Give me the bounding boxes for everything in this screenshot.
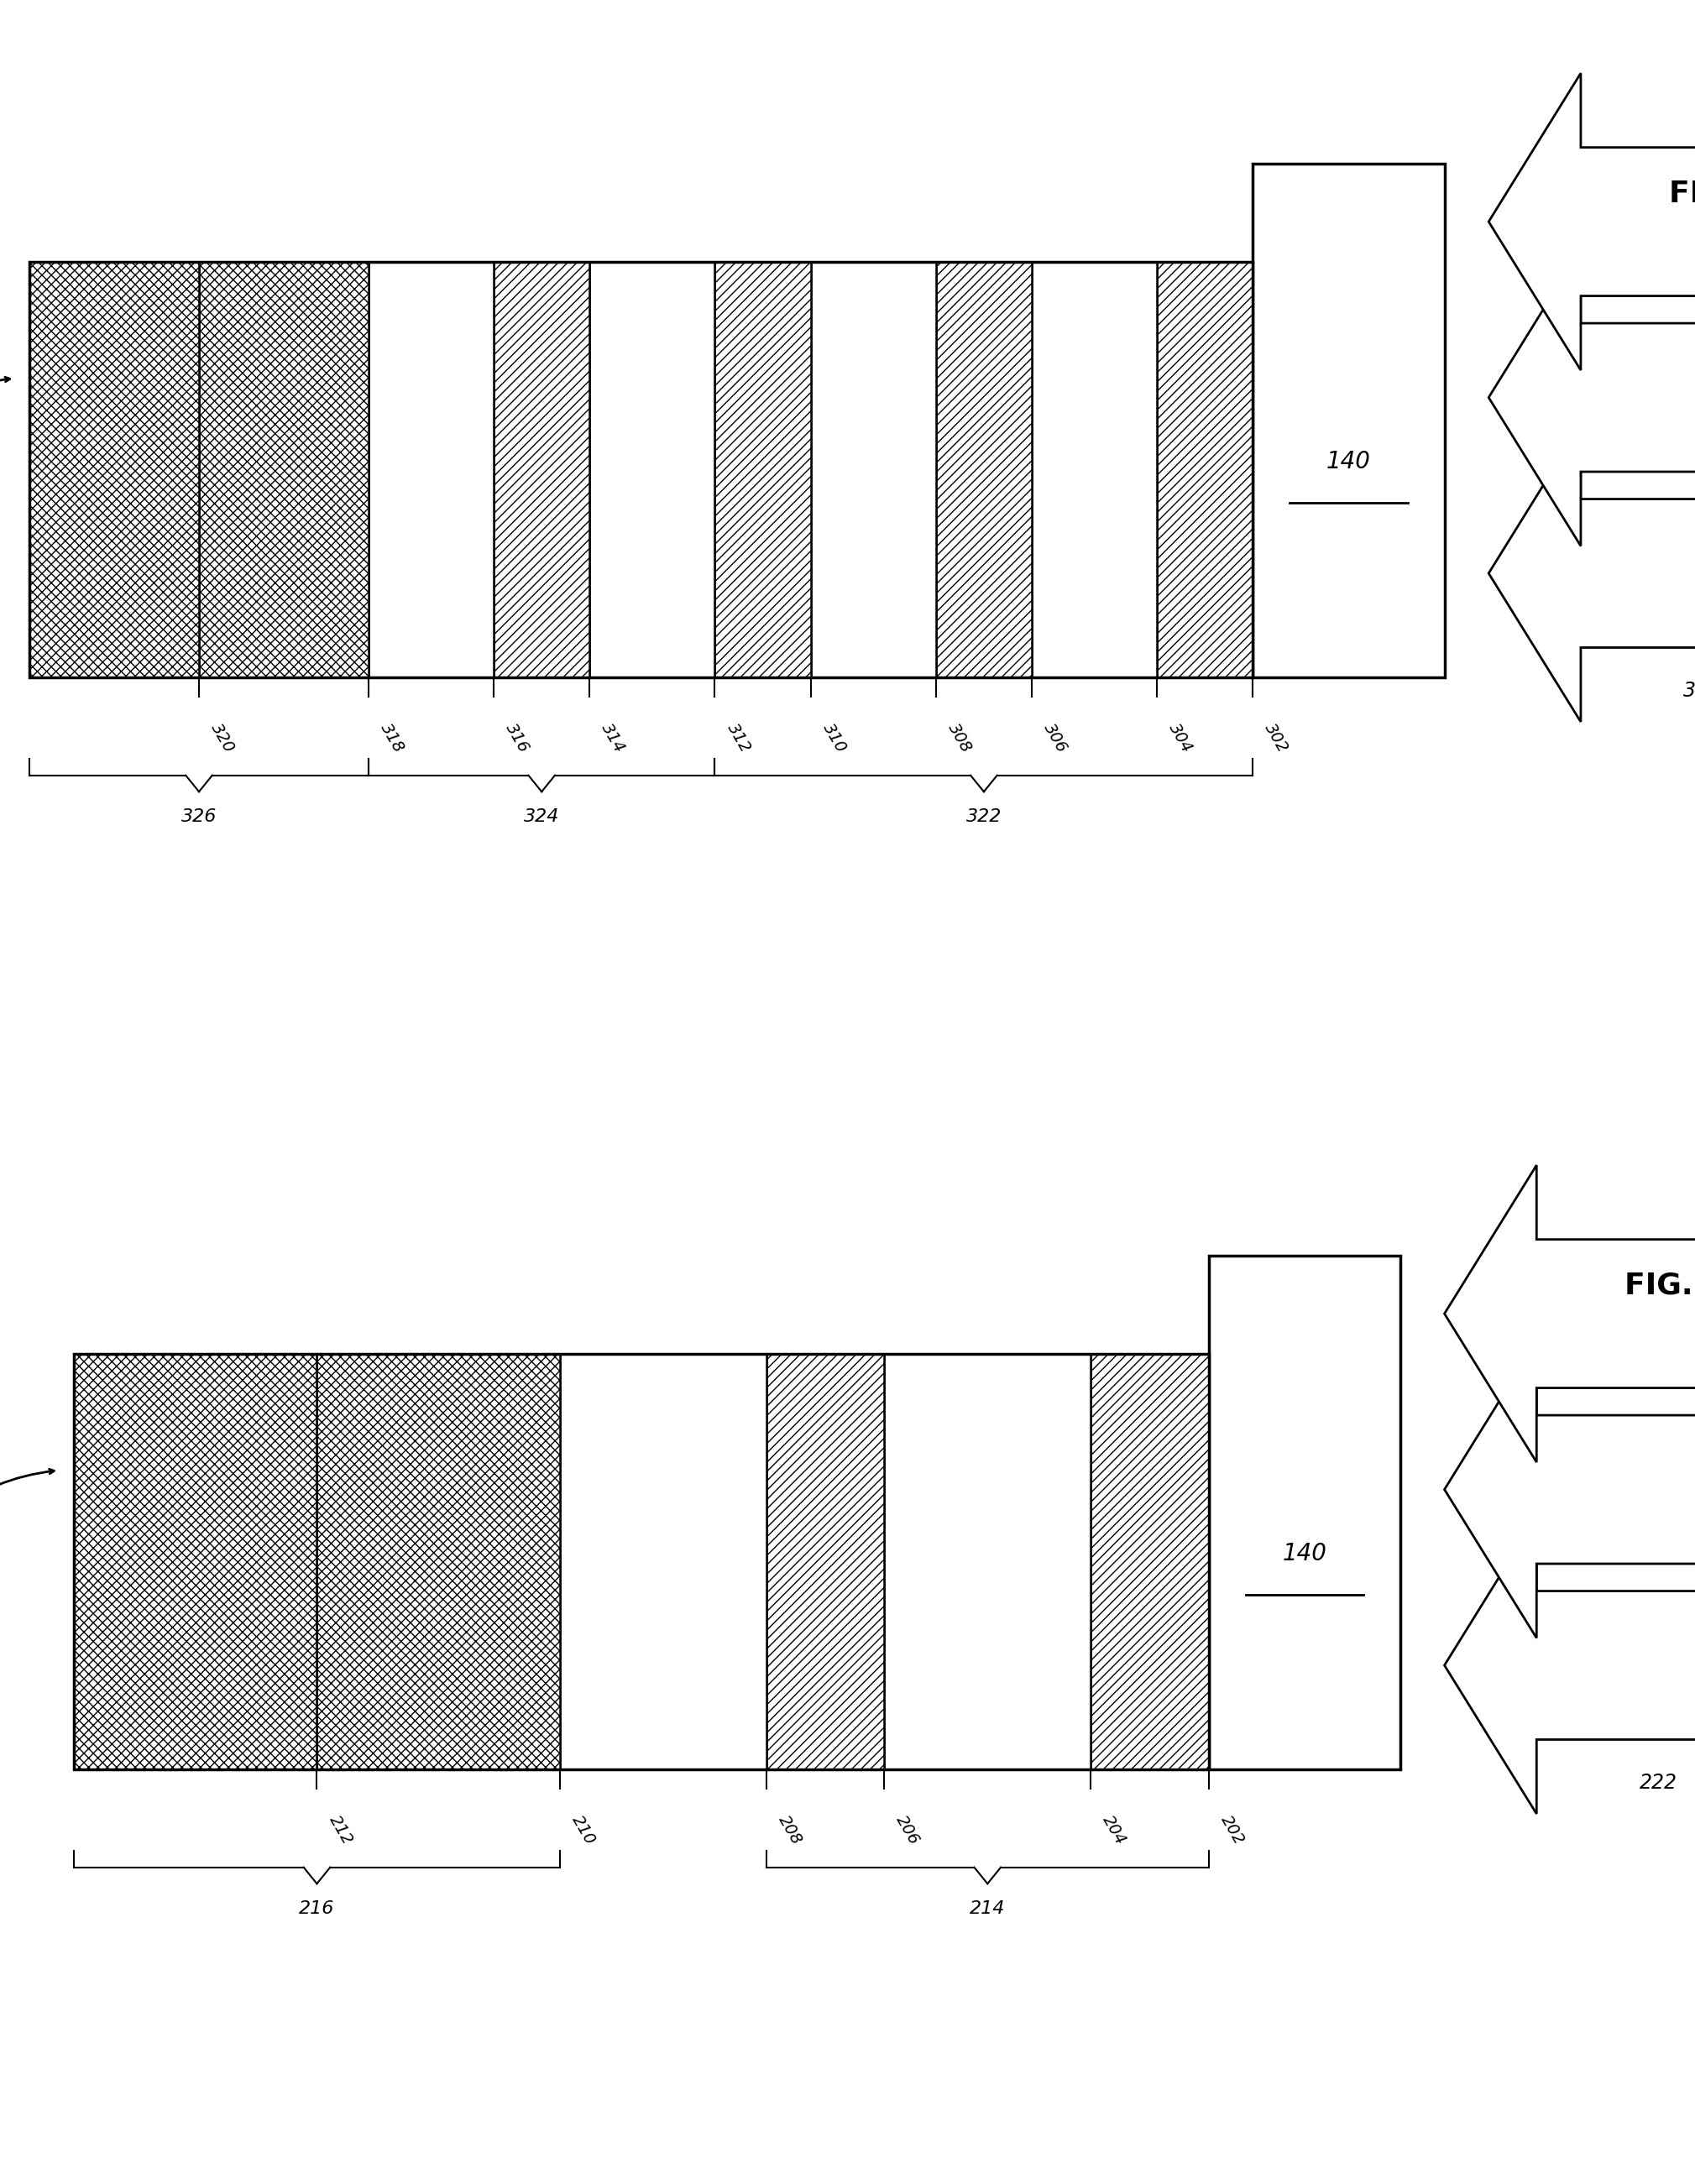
Bar xyxy=(29,262,1253,677)
Bar xyxy=(1158,262,1253,677)
Text: 318: 318 xyxy=(378,721,407,756)
Bar xyxy=(936,262,1032,677)
Text: 324: 324 xyxy=(524,808,559,826)
Text: 304: 304 xyxy=(1166,721,1195,756)
Text: 308: 308 xyxy=(944,721,975,756)
Text: FIG. 3: FIG. 3 xyxy=(1668,179,1695,207)
Bar xyxy=(885,1354,1090,1769)
Text: 316: 316 xyxy=(503,721,532,756)
Bar xyxy=(73,1354,317,1769)
Text: 320: 320 xyxy=(208,721,237,756)
Text: 306: 306 xyxy=(1041,721,1070,756)
Text: 216: 216 xyxy=(298,1900,334,1918)
Bar xyxy=(766,1354,885,1769)
Text: 328: 328 xyxy=(1683,681,1695,701)
Bar xyxy=(493,262,590,677)
Text: 314: 314 xyxy=(598,721,627,756)
Bar xyxy=(715,262,810,677)
Bar xyxy=(1032,262,1158,677)
Bar xyxy=(198,262,368,677)
Bar xyxy=(73,1354,1209,1769)
Text: 206: 206 xyxy=(893,1813,922,1848)
Text: 210: 210 xyxy=(570,1813,598,1848)
Bar xyxy=(1090,1354,1209,1769)
Polygon shape xyxy=(1488,424,1695,721)
Text: 222: 222 xyxy=(1639,1773,1676,1793)
Text: 312: 312 xyxy=(724,721,753,756)
Bar xyxy=(810,262,936,677)
Text: FIG. 2: FIG. 2 xyxy=(1624,1271,1695,1299)
Text: 214: 214 xyxy=(970,1900,1005,1918)
Polygon shape xyxy=(1488,249,1695,546)
Text: 140: 140 xyxy=(1281,1542,1327,1566)
Bar xyxy=(1253,164,1444,677)
Bar xyxy=(1209,1256,1400,1769)
Text: 326: 326 xyxy=(181,808,217,826)
Polygon shape xyxy=(1488,74,1695,371)
Text: 310: 310 xyxy=(819,721,849,756)
Bar xyxy=(559,1354,766,1769)
Text: 140: 140 xyxy=(1327,450,1371,474)
Text: 202: 202 xyxy=(1217,1813,1248,1848)
Bar xyxy=(317,1354,559,1769)
Text: 208: 208 xyxy=(775,1813,805,1848)
Text: 322: 322 xyxy=(966,808,1002,826)
Text: 212: 212 xyxy=(325,1813,356,1848)
Text: 204: 204 xyxy=(1100,1813,1129,1848)
Bar xyxy=(368,262,493,677)
Bar xyxy=(590,262,715,677)
Polygon shape xyxy=(1444,1516,1695,1813)
Bar xyxy=(29,262,198,677)
Polygon shape xyxy=(1444,1341,1695,1638)
Polygon shape xyxy=(1444,1166,1695,1463)
Text: 302: 302 xyxy=(1261,721,1292,756)
